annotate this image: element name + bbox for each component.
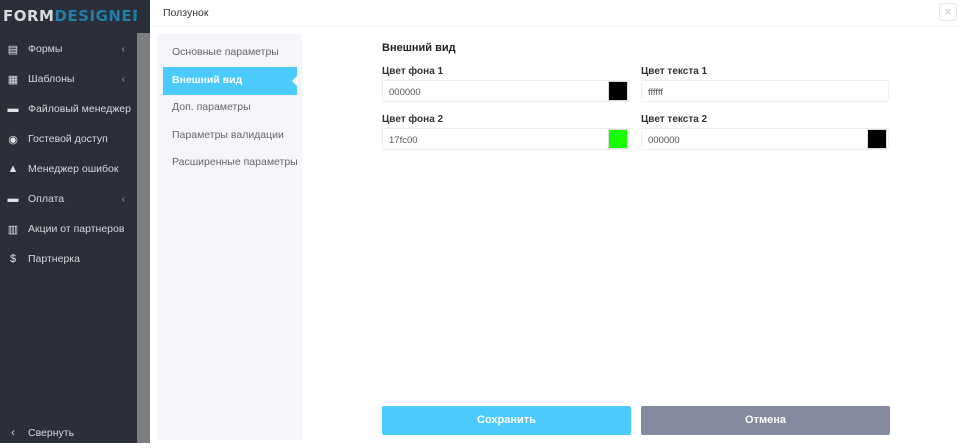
chevron-left-icon: ‹: [121, 43, 125, 55]
sidebar-item-7[interactable]: $ Партнерка: [0, 244, 137, 274]
field-label: Цвет фона 2: [382, 114, 444, 125]
gift-icon: ▥: [7, 223, 19, 236]
sidebar-item-4[interactable]: ▲ Менеджер ошибок: [0, 154, 137, 184]
templates-icon: ▦: [7, 73, 19, 86]
modal: Ползунок × Основные параметры Внешний вид…: [150, 0, 960, 443]
modal-title: Ползунок: [163, 7, 209, 19]
color-swatch[interactable]: [608, 129, 628, 149]
sidebar-item-label: Шаблоны: [28, 73, 75, 85]
credit-card-icon: ▬: [7, 193, 19, 205]
sidebar-item-label: Формы: [28, 43, 63, 55]
warning-icon: ▲: [7, 163, 19, 175]
color-input[interactable]: 000000: [641, 128, 889, 150]
sidebar-item-label: Файловый менеджер: [28, 103, 131, 115]
color-swatch[interactable]: [608, 81, 628, 101]
color-swatch[interactable]: [867, 129, 887, 149]
save-button[interactable]: Сохранить: [382, 406, 631, 435]
sidebar-item-1[interactable]: ▦ Шаблоны ‹: [0, 64, 137, 94]
sidebar-item-0[interactable]: ▤ Формы ‹: [0, 34, 137, 64]
field-label: Цвет фона 1: [382, 66, 444, 77]
dollar-circle-icon: $: [9, 253, 17, 265]
sidebar-item-6[interactable]: ▥ Акции от партнеров: [0, 214, 137, 244]
logo[interactable]: FORMDESIGNER: [3, 7, 145, 25]
overlay: [137, 0, 150, 443]
sidebar-item-3[interactable]: ◉ Гостевой доступ: [0, 124, 137, 154]
nav-item-2[interactable]: Доп. параметры: [172, 101, 251, 113]
sidebar-item-label: Партнерка: [28, 253, 80, 265]
nav-item-3[interactable]: Параметры валидации: [172, 128, 284, 141]
field-label: Цвет текста 1: [641, 66, 708, 77]
sidebar-item-2[interactable]: ▬ Файловый менеджер: [0, 94, 137, 124]
field-label: Цвет текста 2: [641, 114, 708, 125]
close-icon: ×: [944, 4, 952, 19]
sidebar: FORMDESIGNER ▤ Формы ‹ ▦ Шаблоны ‹ ▬ Файловый м…: [0, 0, 145, 443]
nav-item-1[interactable]: Внешний вид: [163, 66, 297, 95]
user-circle-icon: ◉: [8, 133, 18, 146]
sidebar-item-label: Акции от партнеров: [28, 223, 125, 235]
close-button[interactable]: ×: [939, 3, 957, 21]
forms-icon: ▤: [7, 43, 19, 56]
cancel-button[interactable]: Отмена: [641, 406, 890, 435]
collapse-button[interactable]: ‹ Свернуть: [0, 418, 137, 448]
section-title: Внешний вид: [382, 42, 456, 54]
chevron-left-icon: ‹: [121, 73, 125, 85]
nav-item-4[interactable]: Расширенные параметры: [172, 156, 298, 168]
color-input[interactable]: 17fc00: [382, 128, 630, 150]
color-input[interactable]: ffffff: [641, 80, 889, 102]
folder-icon: ▬: [7, 103, 19, 115]
color-input[interactable]: 000000: [382, 80, 630, 102]
chevron-left-icon: ‹: [121, 193, 125, 205]
nav-item-0[interactable]: Основные параметры: [172, 46, 279, 58]
sidebar-item-label: Менеджер ошибок: [28, 163, 119, 175]
sidebar-item-label: Гостевой доступ: [28, 133, 108, 145]
sidebar-item-5[interactable]: ▬ Оплата ‹: [0, 184, 137, 214]
settings-nav: Основные параметры Внешний вид Доп. параме…: [157, 34, 302, 440]
chevron-left-icon: ‹: [11, 427, 15, 439]
sidebar-item-label: Оплата: [28, 193, 65, 205]
